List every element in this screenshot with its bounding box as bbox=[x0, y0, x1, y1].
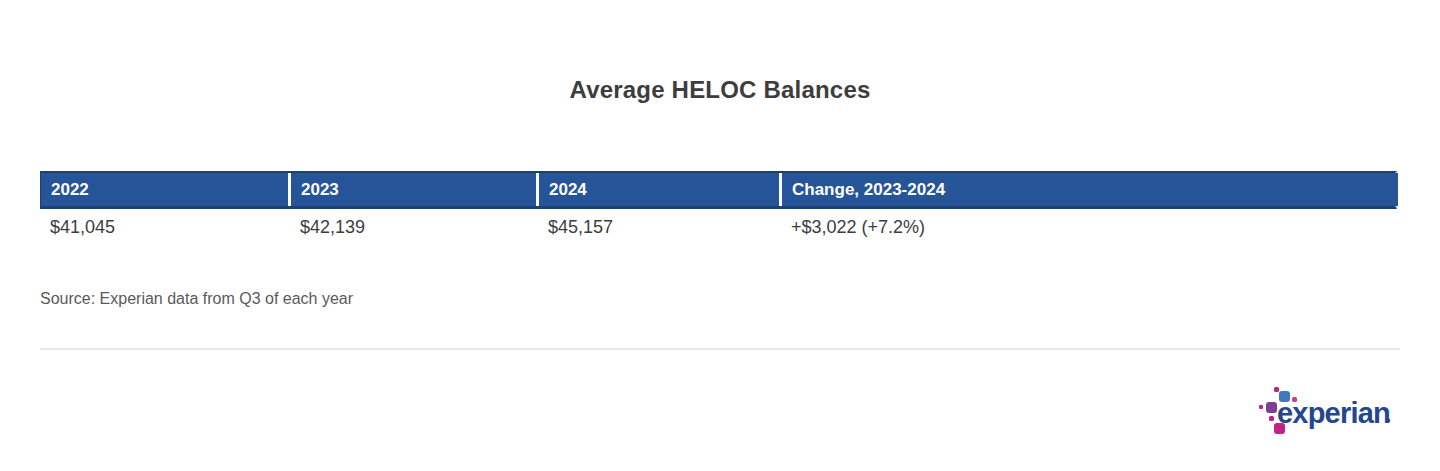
experian-logo-dot-icon bbox=[1274, 387, 1279, 392]
column-header-2023: 2023 bbox=[291, 173, 536, 206]
value-change: +$3,022 (+7.2%) bbox=[781, 209, 1397, 245]
value-2024: $45,157 bbox=[538, 209, 778, 245]
heloc-balances-table: 2022 2023 2024 Change, 2023-2024 $41,045… bbox=[40, 171, 1397, 245]
horizontal-divider bbox=[40, 348, 1400, 350]
column-header-2022: 2022 bbox=[41, 173, 288, 206]
table-header-row: 2022 2023 2024 Change, 2023-2024 bbox=[40, 171, 1397, 209]
table-row: $41,045 $42,139 $45,157 +$3,022 (+7.2%) bbox=[40, 209, 1397, 245]
column-header-2024: 2024 bbox=[539, 173, 779, 206]
page-title: Average HELOC Balances bbox=[0, 76, 1440, 104]
experian-trademark-dot-icon bbox=[1387, 419, 1390, 422]
experian-logo-dot-icon bbox=[1292, 397, 1297, 402]
experian-logo-magenta-block-icon bbox=[1274, 423, 1285, 434]
experian-logo-dot-icon bbox=[1269, 416, 1274, 421]
experian-logo-dot-icon bbox=[1259, 405, 1263, 409]
column-header-change: Change, 2023-2024 bbox=[782, 173, 1398, 206]
value-2023: $42,139 bbox=[290, 209, 535, 245]
experian-logo-blue-block-icon bbox=[1279, 391, 1290, 402]
source-note: Source: Experian data from Q3 of each ye… bbox=[40, 290, 353, 308]
heloc-balances-figure: Average HELOC Balances 2022 2023 2024 Ch… bbox=[0, 0, 1440, 471]
experian-logo-purple-block-icon bbox=[1266, 402, 1277, 413]
experian-wordmark: experian bbox=[1277, 399, 1390, 428]
value-2022: $41,045 bbox=[40, 209, 287, 245]
